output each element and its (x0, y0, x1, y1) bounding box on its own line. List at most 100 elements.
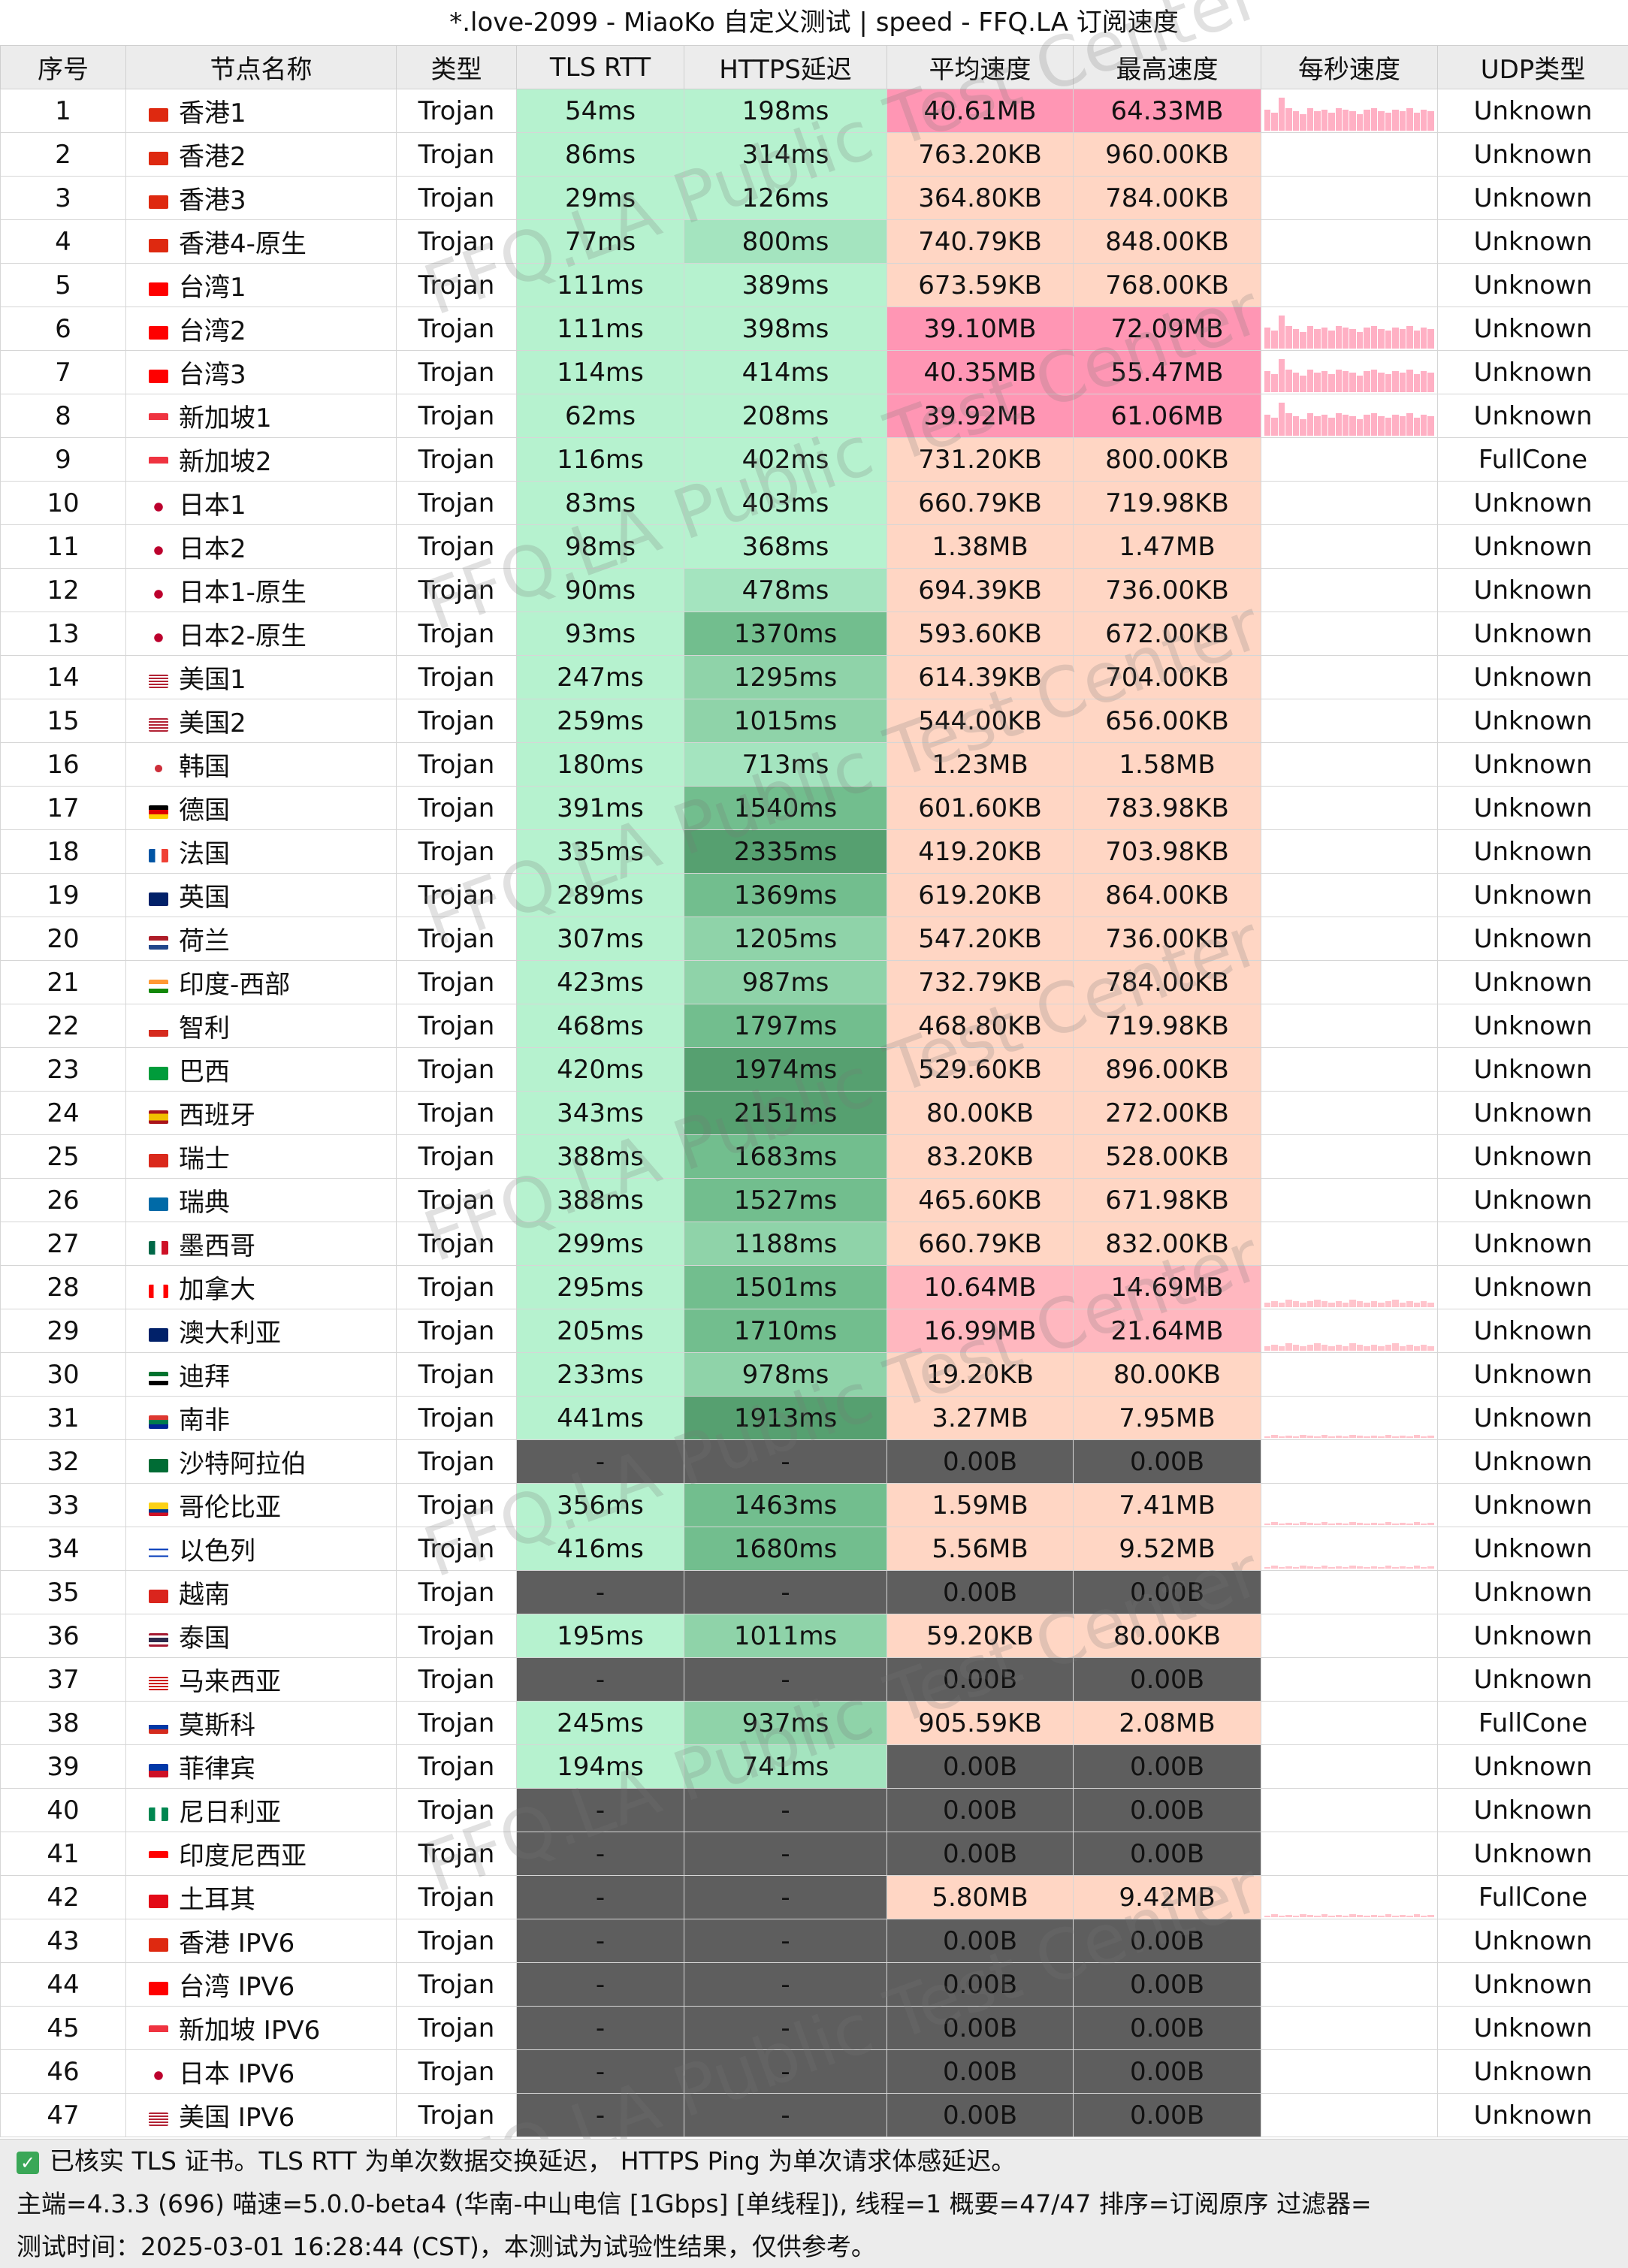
sparkline-bar (1371, 1436, 1377, 1438)
header-max-speed[interactable]: 最高速度 (1074, 46, 1261, 89)
cell-max-speed: 800.00KB (1074, 438, 1261, 482)
cell-node-name: 德国 (126, 787, 397, 830)
sparkline-bar (1357, 1345, 1363, 1351)
header-tls-rtt[interactable]: TLS RTT (517, 46, 684, 89)
sparkline-bar (1314, 1343, 1320, 1351)
cell-max-speed: 832.00KB (1074, 1222, 1261, 1266)
sparkline-bar (1336, 1566, 1342, 1569)
sparkline-bar (1336, 1345, 1342, 1351)
cell-type: Trojan (397, 1658, 517, 1702)
cell-tls-rtt: - (517, 2007, 684, 2050)
sparkline-bar (1400, 1436, 1406, 1438)
cell-per-second-speed (1261, 1222, 1438, 1266)
sparkline-bar (1385, 1435, 1391, 1438)
cell-index: 31 (1, 1397, 126, 1440)
cell-max-speed: 704.00KB (1074, 656, 1261, 699)
cell-type: Trojan (397, 1484, 517, 1527)
cell-type: Trojan (397, 394, 517, 438)
cell-udp-type: Unknown (1438, 961, 1628, 1004)
sparkline-bar (1406, 1524, 1412, 1525)
sparkline-bar (1321, 1301, 1327, 1307)
cell-max-speed: 0.00B (1074, 1571, 1261, 1614)
cell-https-delay: 2151ms (684, 1092, 887, 1135)
cell-udp-type: Unknown (1438, 1222, 1628, 1266)
sparkline-bar (1385, 1914, 1391, 1917)
flag-jp-icon (149, 500, 168, 514)
header-node-name[interactable]: 节点名称 (126, 46, 397, 89)
header-index[interactable]: 序号 (1, 46, 126, 89)
cell-node-name: 法国 (126, 830, 397, 874)
header-avg-speed[interactable]: 平均速度 (887, 46, 1074, 89)
header-udp-type[interactable]: UDP类型 (1438, 46, 1628, 89)
sparkline-bar (1400, 1346, 1406, 1351)
speed-sparkline (1261, 135, 1437, 174)
header-https-delay[interactable]: HTTPS延迟 (684, 46, 887, 89)
flag-hk-icon (149, 1938, 168, 1952)
node-name-label: 尼日利亚 (179, 1798, 281, 1828)
cell-type: Trojan (397, 2007, 517, 2050)
sparkline-bar (1300, 1303, 1306, 1307)
header-type[interactable]: 类型 (397, 46, 517, 89)
cell-udp-type: Unknown (1438, 1179, 1628, 1222)
cell-udp-type: Unknown (1438, 1832, 1628, 1876)
sparkline-bar (1293, 373, 1299, 392)
speed-sparkline (1261, 2096, 1437, 2135)
cell-per-second-speed (1261, 1876, 1438, 1919)
flag-cl-icon (149, 1023, 168, 1037)
cell-max-speed: 0.00B (1074, 1745, 1261, 1789)
cell-node-name: 韩国 (126, 743, 397, 787)
cell-type: Trojan (397, 1876, 517, 1919)
cell-node-name: 日本2 (126, 525, 397, 569)
header-per-second-speed[interactable]: 每秒速度 (1261, 46, 1438, 89)
cell-tls-rtt: - (517, 1832, 684, 1876)
node-name-label: 香港 IPV6 (179, 1928, 294, 1958)
